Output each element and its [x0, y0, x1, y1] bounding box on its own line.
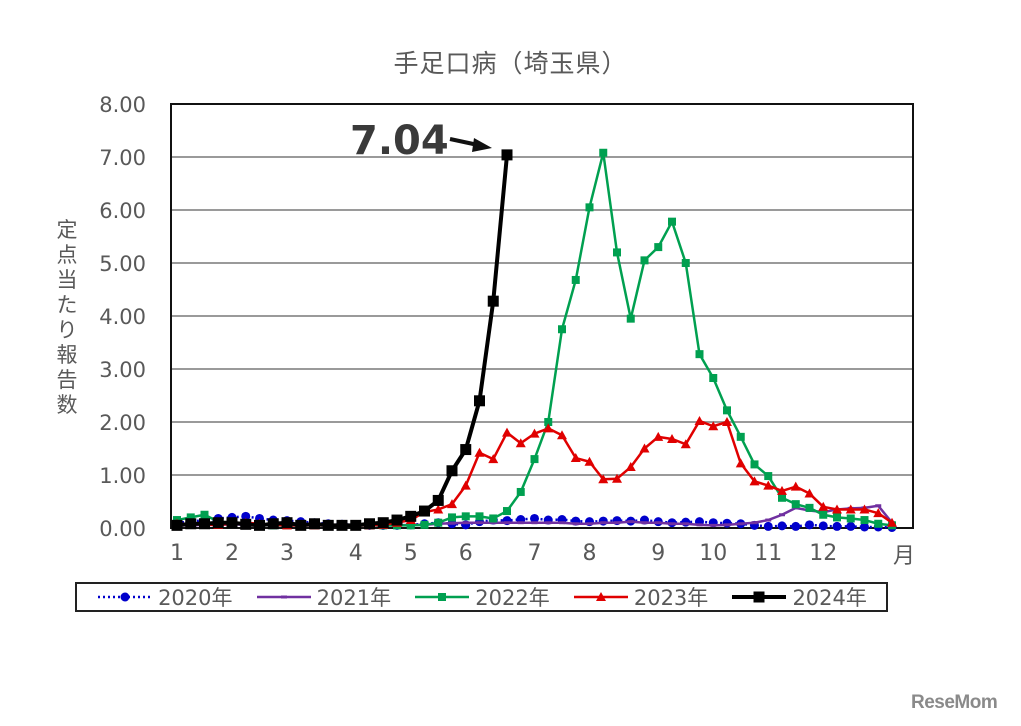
y-tick-label: 0.00: [99, 517, 146, 541]
legend-label: 2020年: [158, 586, 233, 610]
legend-label: 2023年: [633, 586, 709, 610]
y-tick-label: 6.00: [99, 199, 146, 223]
series-2024年: [171, 149, 513, 531]
x-tick-label: 6: [459, 541, 473, 566]
legend-swatch-icon: [573, 592, 628, 601]
legend-item: 2020年: [96, 582, 233, 612]
y-axis-ticks: 0.00 1.00 2.00 3.00 4.00 5.00 6.00 7.00 8.00: [99, 93, 146, 541]
x-tick-label: 9: [651, 541, 665, 566]
legend-swatch-icon: [256, 595, 311, 599]
y-axis-label: 定点当たり報告数: [56, 218, 78, 417]
legend-item: 2021年: [255, 582, 391, 612]
watermark-logo: ReseMom: [911, 692, 998, 713]
legend-swatch-icon: [732, 591, 787, 603]
x-tick-label: 11: [754, 541, 782, 566]
annotation-arrow-icon: [449, 137, 492, 152]
x-tick-label: 8: [583, 541, 597, 566]
series-2022年: [173, 148, 896, 530]
x-tick-label: 2: [225, 541, 239, 566]
x-axis-ticks: 1 2 3 4 5 6 7 8 9 10 11 12 月: [170, 541, 915, 569]
y-tick-label: 5.00: [99, 252, 146, 276]
gridlines: [171, 156, 913, 476]
y-tick-label: 8.00: [99, 93, 146, 117]
legend-label: 2022年: [475, 586, 550, 610]
x-tick-label: 4: [349, 541, 363, 566]
x-tick-label: 10: [699, 541, 727, 566]
y-tick-label: 3.00: [99, 358, 146, 382]
x-tick-label: 5: [404, 541, 418, 566]
x-tick-label: 7: [528, 541, 542, 566]
y-tick-label: 4.00: [99, 305, 146, 329]
legend-swatch-icon: [98, 592, 153, 602]
plot-border: [170, 103, 914, 529]
x-tick-label: 1: [170, 541, 184, 566]
x-tick-label: 3: [280, 541, 294, 566]
y-tick-label: 1.00: [99, 464, 146, 488]
peak-annotation: 7.04: [350, 118, 449, 164]
legend-label: 2021年: [316, 586, 392, 610]
y-tick-label: 7.00: [99, 146, 146, 170]
legend-item: 2024年: [730, 582, 867, 612]
y-tick-label: 2.00: [99, 411, 146, 435]
legend-item: 2022年: [413, 582, 550, 612]
legend: 2020年 2021年 2022年 2023年 2024年: [75, 582, 888, 612]
x-tick-label: 12: [809, 541, 837, 566]
legend-label: 2024年: [792, 586, 867, 610]
x-axis-label: 月: [893, 544, 915, 569]
chart-title: 手足口病（埼玉県）: [393, 49, 628, 78]
legend-swatch-icon: [415, 593, 470, 601]
legend-item: 2023年: [572, 582, 708, 612]
data-series: [171, 148, 897, 532]
